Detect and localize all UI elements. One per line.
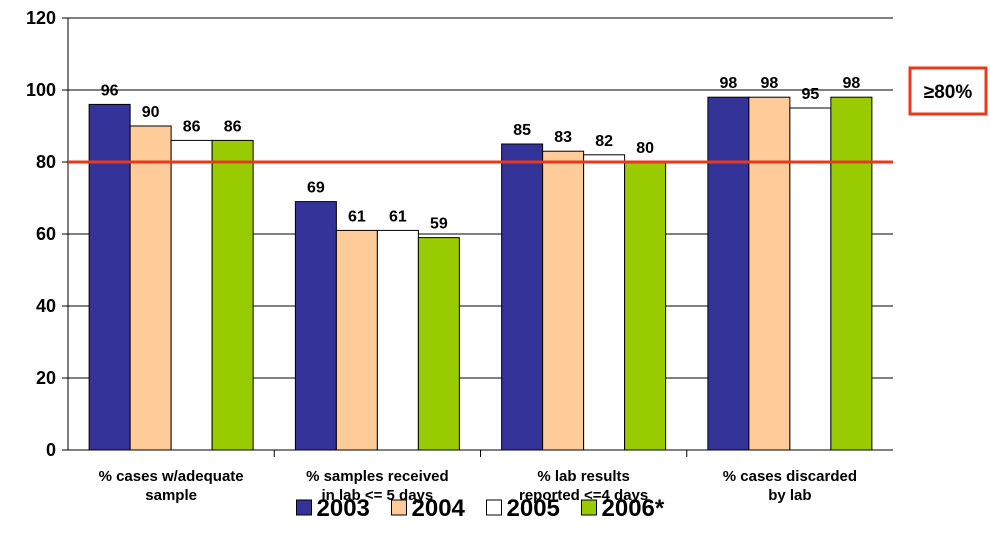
- data-labels: 96 90 86 86 69 61 61 59 85 83 82 80 98 98 95 98: [101, 75, 861, 232]
- data-label: 90: [142, 104, 160, 121]
- bar: [88, 103, 131, 451]
- axes: 0 20 40 60 80 100 120 % cases w/adequate sample%…: [26, 8, 893, 504]
- legend-swatch: [486, 499, 502, 516]
- data-label: 61: [348, 208, 366, 225]
- data-label: 59: [430, 216, 448, 233]
- legend: 2003 2004 2005 2006*: [296, 495, 665, 522]
- data-label: 86: [183, 118, 201, 135]
- bars: [88, 96, 873, 451]
- bar: [830, 96, 873, 451]
- y-tick-label: 120: [26, 8, 56, 28]
- bar: [335, 229, 378, 451]
- y-tick-label: 100: [26, 80, 56, 100]
- bar: [170, 139, 213, 451]
- bar: [583, 154, 626, 451]
- threshold: ≥80%: [68, 66, 988, 164]
- y-tick-label: 40: [36, 296, 56, 316]
- y-tick-label: 60: [36, 224, 56, 244]
- category-label: % lab results: [537, 468, 630, 485]
- bar: [542, 150, 585, 451]
- threshold-label: ≥80%: [924, 82, 973, 103]
- bar: [789, 107, 832, 451]
- legend-swatch: [391, 499, 407, 516]
- bar: [417, 237, 460, 451]
- category-label: % cases w/adequate: [99, 468, 244, 485]
- data-label: 98: [842, 75, 860, 92]
- data-label: 80: [636, 140, 654, 157]
- category-label: % cases discarded: [723, 468, 857, 485]
- bar: [129, 125, 172, 451]
- data-label: 95: [801, 86, 819, 103]
- category-label: by lab: [768, 487, 811, 504]
- bar: [211, 139, 254, 451]
- bar: [624, 161, 667, 451]
- category-label: sample: [145, 487, 197, 504]
- data-label: 83: [554, 129, 572, 146]
- bar: [376, 229, 419, 451]
- legend-label: 2004: [412, 495, 466, 522]
- legend-swatch: [581, 499, 597, 516]
- data-label: 85: [513, 122, 531, 139]
- data-label: 98: [760, 75, 778, 92]
- legend-label: 2003: [317, 495, 370, 522]
- y-tick-label: 80: [36, 152, 56, 172]
- data-label: 98: [719, 75, 737, 92]
- bar: [294, 201, 337, 451]
- bar: [748, 96, 791, 451]
- legend-label: 2006*: [602, 495, 665, 522]
- data-label: 96: [101, 82, 119, 99]
- bar: [707, 96, 750, 451]
- legend-swatch: [296, 499, 312, 516]
- legend-label: 2005: [507, 495, 560, 522]
- threshold-box: [908, 66, 988, 116]
- data-label: 82: [595, 133, 613, 150]
- y-tick-label: 0: [46, 440, 56, 460]
- category-label: reported <=4 days: [519, 487, 648, 504]
- bar: [501, 143, 544, 451]
- data-label: 61: [389, 208, 407, 225]
- y-tick-label: 20: [36, 368, 56, 388]
- category-label: % samples received: [306, 468, 449, 485]
- data-label: 86: [224, 118, 242, 135]
- data-label: 69: [307, 180, 325, 197]
